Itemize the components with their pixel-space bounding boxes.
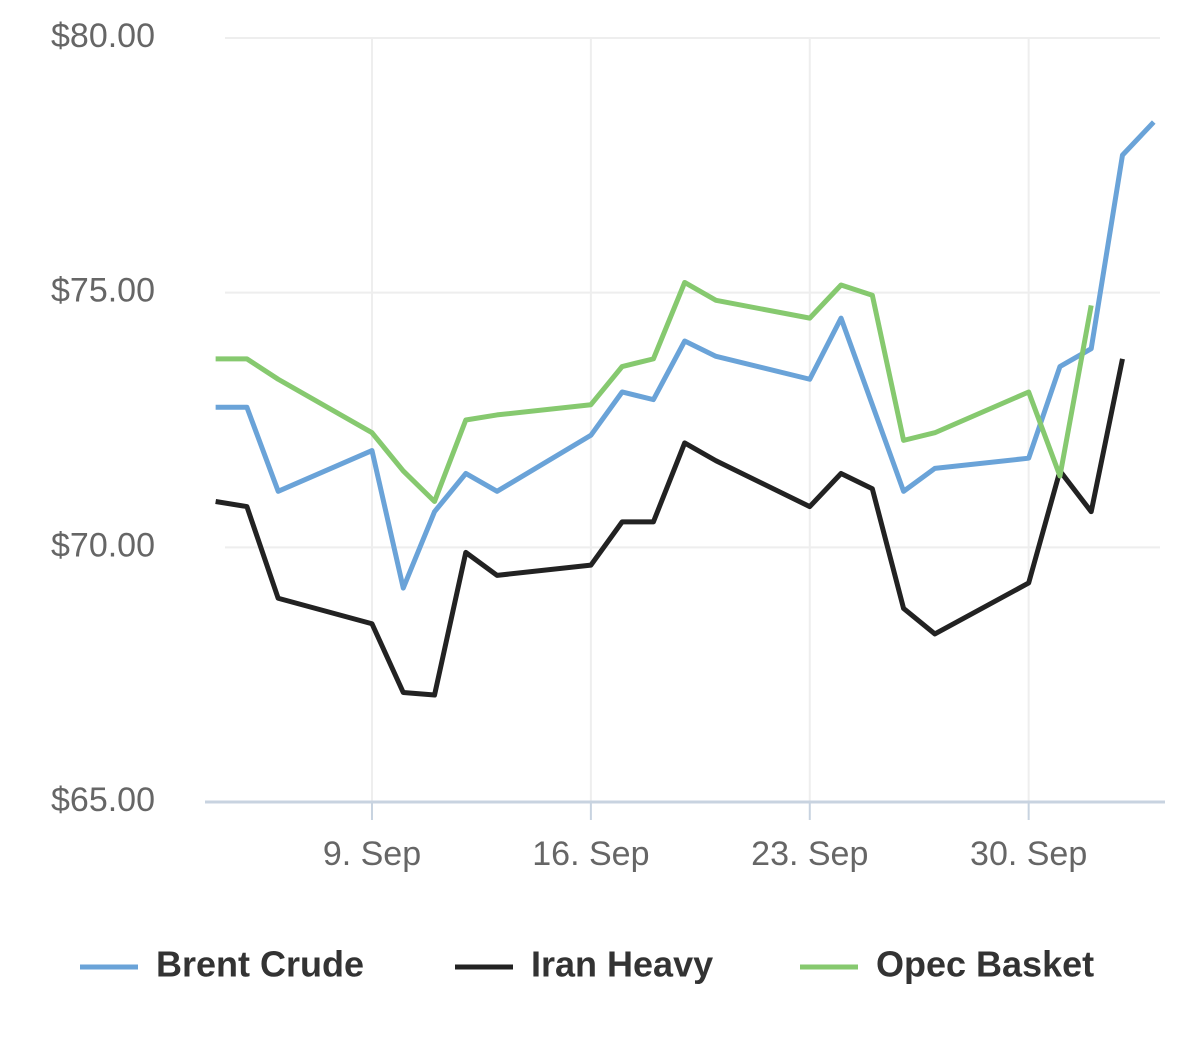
series-line [215, 279, 1094, 504]
x-tick-label: 9. Sep [323, 835, 421, 873]
x-tick-label: 16. Sep [532, 835, 649, 873]
x-tick-label: 30. Sep [970, 835, 1087, 873]
legend-label: Opec Basket [876, 944, 1094, 985]
x-tick-label: 23. Sep [751, 835, 868, 873]
series-line [215, 358, 1125, 698]
y-tick-label: $65.00 [51, 781, 155, 819]
legend-label: Iran Heavy [531, 944, 713, 985]
y-tick-label: $75.00 [51, 272, 155, 310]
y-tick-label: $80.00 [51, 17, 155, 55]
series-line [215, 120, 1156, 591]
y-tick-label: $70.00 [51, 526, 155, 564]
legend-label: Brent Crude [156, 944, 364, 985]
